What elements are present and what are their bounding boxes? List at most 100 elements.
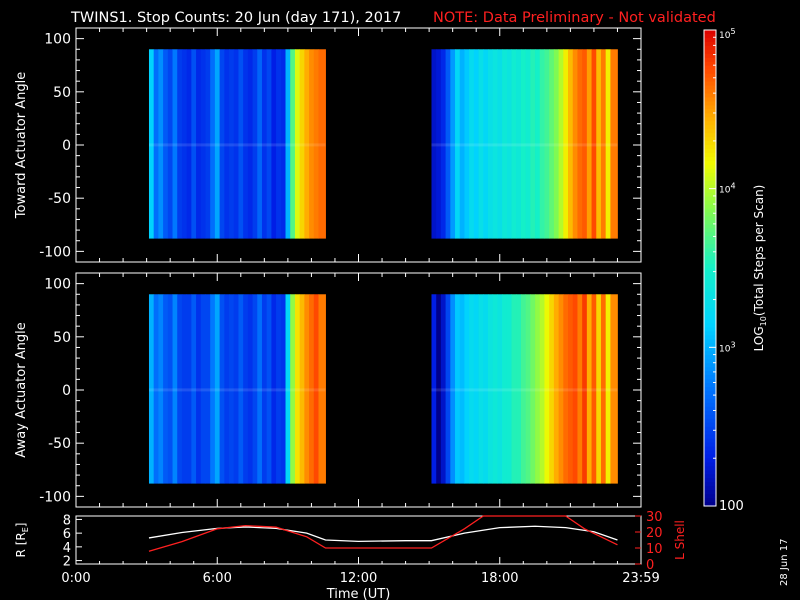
y-tick-label: -50 bbox=[48, 436, 71, 452]
heatmap-column bbox=[577, 294, 583, 484]
heatmap-column bbox=[252, 49, 258, 239]
colorbar-step bbox=[704, 204, 716, 210]
colorbar-step bbox=[704, 268, 716, 273]
colorbar-step bbox=[704, 248, 716, 253]
colorbar-step bbox=[704, 208, 716, 214]
colorbar-step bbox=[704, 113, 716, 118]
colorbar-step bbox=[704, 156, 716, 162]
r-axis-label: R [RE] bbox=[14, 523, 30, 558]
heatmap-column bbox=[530, 294, 536, 484]
heatmap-column bbox=[436, 294, 442, 484]
heatmap-column bbox=[163, 294, 169, 484]
r-tick-label: 2 bbox=[63, 555, 71, 570]
heatmap-column bbox=[469, 294, 475, 484]
heatmap-column bbox=[224, 49, 230, 239]
colorbar-step bbox=[704, 371, 716, 376]
heatmap-column bbox=[158, 294, 164, 484]
colorbar-step bbox=[704, 275, 716, 281]
heatmap-column bbox=[539, 49, 545, 239]
heatmap-column bbox=[205, 49, 211, 239]
heatmap-column bbox=[261, 49, 268, 239]
colorbar-step bbox=[704, 426, 716, 432]
heatmap-column bbox=[276, 294, 282, 484]
colorbar-step bbox=[704, 85, 716, 91]
heatmap-column bbox=[243, 49, 249, 239]
heatmap-column bbox=[238, 49, 244, 239]
heatmap-column bbox=[459, 49, 465, 239]
y-tick-label: -50 bbox=[48, 191, 71, 207]
heatmap-column bbox=[455, 49, 461, 239]
colorbar-step bbox=[704, 482, 716, 487]
heatmap-column bbox=[502, 294, 508, 484]
heatmap-column bbox=[276, 49, 282, 239]
colorbar-step bbox=[704, 363, 716, 368]
colorbar-step bbox=[704, 117, 716, 122]
colorbar-step bbox=[704, 450, 716, 456]
colorbar-step bbox=[704, 109, 716, 114]
heatmap-column bbox=[483, 294, 489, 484]
colorbar-step bbox=[704, 256, 716, 261]
colorbar-step bbox=[704, 228, 716, 233]
heatmap-column bbox=[219, 49, 225, 239]
colorbar-step bbox=[704, 402, 716, 408]
heatmap-column bbox=[309, 294, 315, 484]
colorbar-step bbox=[704, 81, 716, 87]
zero-angle-band bbox=[148, 388, 326, 392]
heatmap-column bbox=[309, 49, 315, 239]
heatmap-column bbox=[525, 49, 531, 239]
colorbar-step bbox=[704, 172, 716, 178]
heatmap-column bbox=[549, 294, 555, 484]
colorbar-step bbox=[704, 97, 716, 102]
heatmap-column bbox=[280, 294, 286, 484]
colorbar-step bbox=[704, 446, 716, 452]
colorbar-step bbox=[704, 367, 716, 372]
colorbar-tick-label: 103 bbox=[719, 340, 736, 354]
colorbar-step bbox=[704, 279, 716, 285]
heatmap-column bbox=[247, 294, 253, 484]
heatmap-column bbox=[247, 49, 253, 239]
heatmap-column bbox=[459, 294, 465, 484]
heatmap-column bbox=[591, 294, 597, 484]
heatmap-column bbox=[487, 49, 494, 239]
heatmap-column bbox=[252, 294, 258, 484]
heatmap-column bbox=[148, 49, 155, 239]
heatmap-column bbox=[558, 294, 564, 484]
heatmap-column bbox=[261, 294, 268, 484]
colorbar-step bbox=[704, 57, 716, 63]
colorbar-step bbox=[704, 351, 716, 356]
y-tick-label: 100 bbox=[44, 277, 71, 293]
colorbar-tick-label: 105 bbox=[719, 27, 736, 41]
colorbar-step bbox=[704, 232, 716, 237]
colorbar-tick-label: 100 bbox=[719, 499, 744, 514]
colorbar-step bbox=[704, 184, 716, 190]
heatmap-column bbox=[266, 49, 272, 239]
lshell-tick-label: 10 bbox=[646, 542, 663, 557]
heatmap-column bbox=[539, 294, 545, 484]
heatmap-column bbox=[177, 294, 183, 484]
colorbar-step bbox=[704, 196, 716, 202]
colorbar-step bbox=[704, 418, 716, 424]
colorbar-step bbox=[704, 394, 716, 400]
heatmap-column bbox=[558, 49, 564, 239]
colorbar-step bbox=[704, 252, 716, 257]
colorbar-step bbox=[704, 101, 716, 106]
colorbar-step bbox=[704, 45, 716, 51]
colorbar-step bbox=[704, 442, 716, 448]
y-tick-label: 0 bbox=[62, 138, 71, 154]
heatmap-column bbox=[271, 294, 277, 484]
heatmap-column bbox=[243, 294, 249, 484]
heatmap-column bbox=[469, 49, 475, 239]
heatmap-column bbox=[299, 49, 305, 239]
colorbar-step bbox=[704, 220, 716, 225]
heatmap-column bbox=[181, 294, 188, 484]
heatmap-column bbox=[473, 49, 479, 239]
colorbar-step bbox=[704, 398, 716, 404]
heatmap-column bbox=[210, 49, 216, 239]
colorbar-step bbox=[704, 192, 716, 198]
heatmap-column bbox=[591, 49, 597, 239]
heatmap-column bbox=[450, 294, 456, 484]
colorbar-step bbox=[704, 311, 716, 317]
date-stamp: 28 Jun 17 bbox=[779, 539, 790, 586]
heatmap-column bbox=[257, 294, 263, 484]
y-tick-label: -100 bbox=[39, 489, 71, 505]
